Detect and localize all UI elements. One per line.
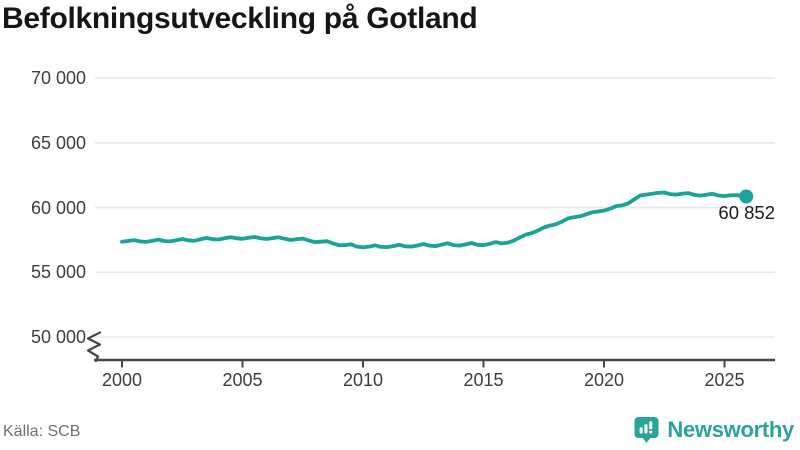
y-tick-label: 55 000	[30, 262, 86, 283]
population-line	[120, 190, 749, 250]
x-tick-label: 2010	[342, 370, 384, 390]
y-tick-label: 60 000	[30, 197, 86, 218]
x-tick-label: 2005	[222, 370, 263, 390]
exclamation-bar	[649, 421, 653, 430]
exclamation-dot	[649, 430, 653, 434]
bar-medium	[644, 424, 648, 434]
last-point-marker	[739, 189, 754, 204]
x-tick-label: 2020	[583, 370, 625, 390]
x-tick-label: 2015	[463, 370, 504, 390]
y-tick-label: 50 000	[30, 327, 86, 347]
y-axis-break-icon	[86, 331, 102, 363]
chart-title: Befolkningsutveckling på Gotland	[2, 2, 478, 35]
newsworthy-chart-bubble-icon	[634, 417, 659, 443]
y-tick-label: 65 000	[30, 132, 86, 153]
x-tick-label: 2000	[101, 370, 143, 390]
x-tick-label: 2025	[704, 370, 745, 390]
last-value-label: 60 852	[718, 202, 775, 223]
brand-name: Newsworthy	[667, 417, 794, 442]
bar-small	[640, 427, 644, 434]
y-tick-label: 70 000	[30, 68, 86, 88]
brand-logo: Newsworthy	[633, 416, 794, 444]
source-note: Källa: SCB	[3, 423, 81, 440]
